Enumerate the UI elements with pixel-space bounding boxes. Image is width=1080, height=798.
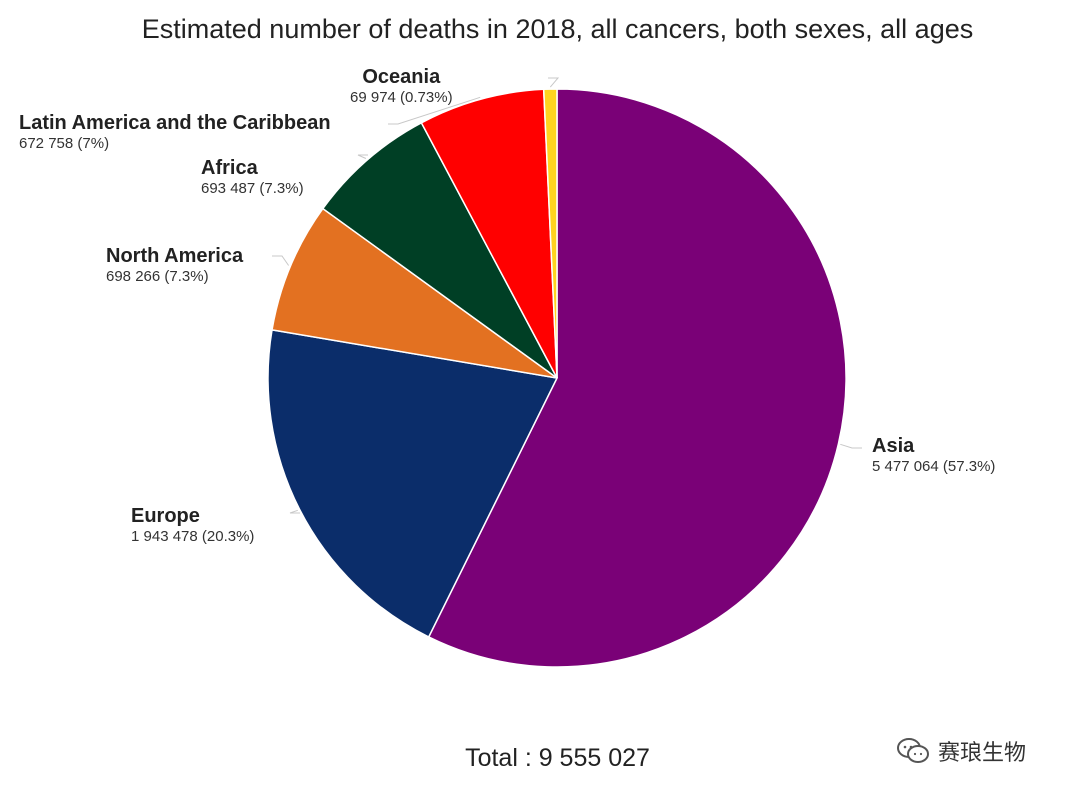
slice-value: 69 974 (0.73%) <box>350 89 453 106</box>
pie-slice-africa <box>321 121 558 379</box>
slice-value: 698 266 (7.3%) <box>106 268 209 285</box>
pie-slice-asia <box>427 88 847 668</box>
leader-line <box>289 509 300 514</box>
watermark-text: 赛琅生物 <box>938 740 1027 765</box>
slice-label-latin-america: Latin America and the Caribbean 672 758 … <box>19 112 331 154</box>
slice-label-europe: Europe 1 943 478 (20.3%) <box>131 505 254 547</box>
leader-line <box>840 443 862 449</box>
slice-name: Oceania <box>362 66 441 88</box>
slice-label-oceania: Oceania 69 974 (0.73%) <box>350 66 453 108</box>
slice-label-north-america: North America 698 266 (7.3%) <box>106 245 243 287</box>
pie-slice-oceania <box>542 88 558 379</box>
slice-value: 672 758 (7%) <box>19 135 110 152</box>
slice-name: Latin America and the Caribbean <box>19 112 331 134</box>
pie-slice-north-america <box>271 207 558 379</box>
leader-line <box>388 96 481 125</box>
pie-slice-latin-america-and-the-caribbean <box>420 88 558 379</box>
slice-label-africa: Africa 693 487 (7.3%) <box>201 157 304 199</box>
chat-bubbles-icon <box>897 738 929 763</box>
slice-name: Africa <box>201 157 258 179</box>
slice-value: 1 943 478 (20.3%) <box>131 528 255 545</box>
pie-slice-europe <box>267 329 559 638</box>
leader-line <box>272 255 290 266</box>
leader-line <box>357 154 368 159</box>
watermark: 赛琅生物 <box>896 735 1026 767</box>
slice-name: North America <box>106 245 244 267</box>
slice-name: Europe <box>131 505 200 527</box>
chart-title: Estimated number of deaths in 2018, all … <box>141 14 974 44</box>
slice-name: Asia <box>872 435 915 457</box>
leader-line <box>548 77 560 88</box>
slice-label-asia: Asia 5 477 064 (57.3%) <box>872 435 995 477</box>
slice-value: 693 487 (7.3%) <box>201 180 304 197</box>
total-label: Total : 9 555 027 <box>465 744 650 772</box>
slice-value: 5 477 064 (57.3%) <box>872 458 996 475</box>
